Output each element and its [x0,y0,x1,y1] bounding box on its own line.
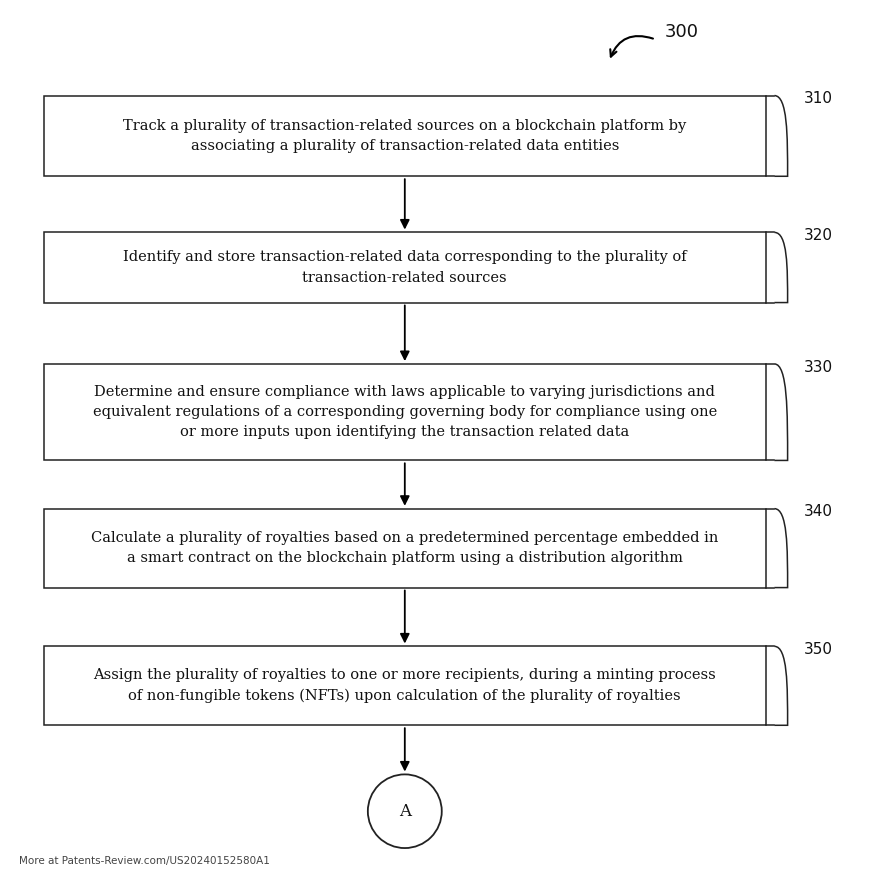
FancyBboxPatch shape [44,96,766,176]
Text: 350: 350 [803,642,832,657]
FancyBboxPatch shape [44,364,766,460]
FancyBboxPatch shape [44,646,766,725]
Text: Calculate a plurality of royalties based on a predetermined percentage embedded : Calculate a plurality of royalties based… [92,531,718,565]
Text: Track a plurality of transaction-related sources on a blockchain platform by
ass: Track a plurality of transaction-related… [123,119,686,153]
Text: 340: 340 [803,504,832,519]
FancyBboxPatch shape [44,232,766,303]
Text: 310: 310 [803,91,832,106]
Text: A: A [399,802,411,820]
Text: Determine and ensure compliance with laws applicable to varying jurisdictions an: Determine and ensure compliance with law… [92,385,717,439]
Text: 300: 300 [665,24,699,41]
FancyBboxPatch shape [44,509,766,588]
Text: 320: 320 [803,228,832,243]
Text: Assign the plurality of royalties to one or more recipients, during a minting pr: Assign the plurality of royalties to one… [93,668,716,703]
Text: 330: 330 [803,360,832,374]
Text: More at Patents-Review.com/US20240152580A1: More at Patents-Review.com/US20240152580… [19,857,270,866]
Text: Identify and store transaction-related data corresponding to the plurality of
tr: Identify and store transaction-related d… [123,251,686,284]
